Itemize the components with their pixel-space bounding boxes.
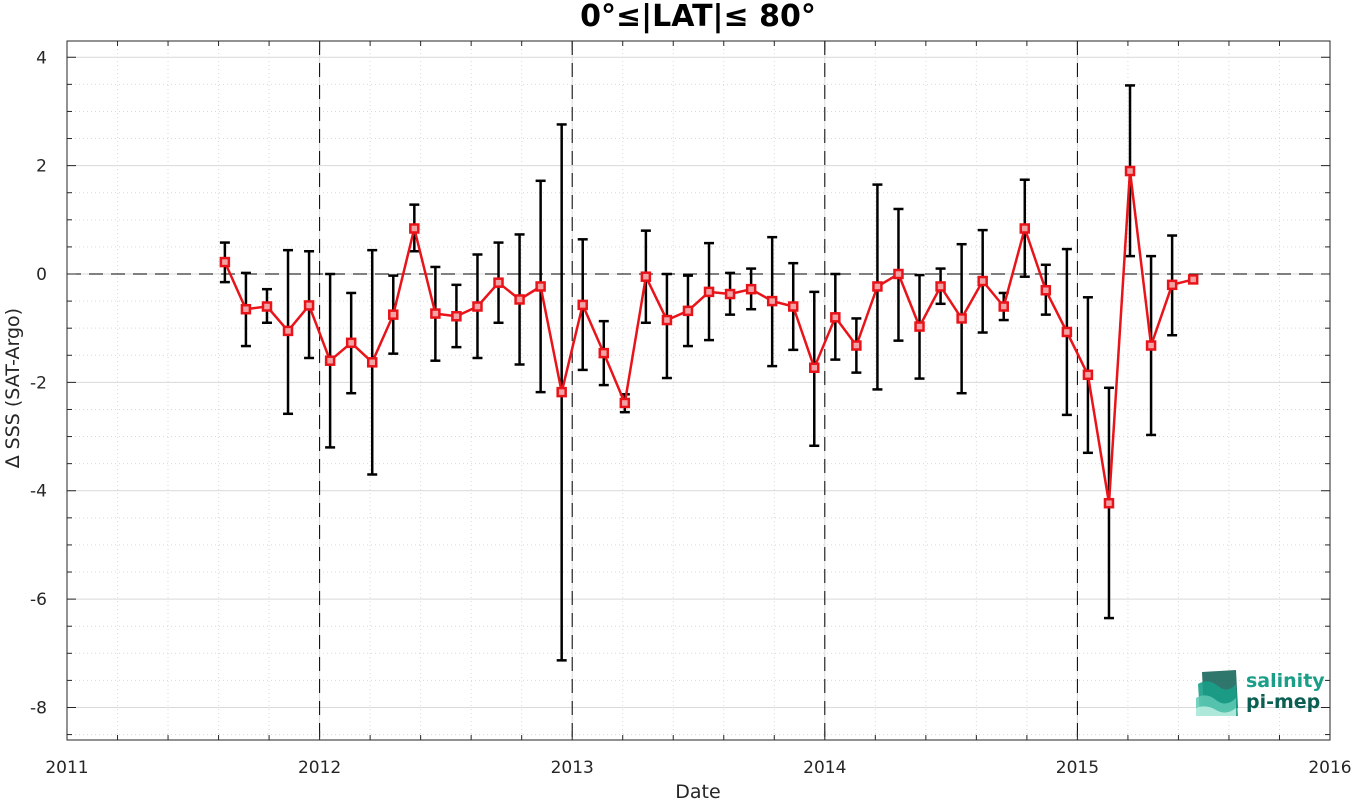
salinity-pi-mep-logo: salinity pi-mep: [1196, 670, 1325, 716]
data-point-marker: [661, 314, 673, 326]
axis-ticks: [66, 41, 1331, 740]
x-tick-label: 2016: [1308, 758, 1351, 778]
y-tick-label: -6: [30, 590, 47, 610]
y-tick-label: 0: [36, 265, 47, 285]
data-point-marker: [1103, 497, 1115, 509]
data-point-marker: [766, 295, 778, 307]
data-point-marker: [830, 312, 841, 323]
y-tick-label: 4: [36, 48, 47, 68]
y-tick-label: -8: [30, 698, 47, 718]
logo-text-pi-mep: pi-mep: [1246, 691, 1320, 713]
data-point-marker: [640, 271, 652, 282]
data-point-marker: [303, 300, 315, 311]
data-point-marker: [1082, 369, 1094, 381]
data-point-marker: [935, 281, 946, 292]
data-point-marker: [1166, 279, 1178, 291]
data-point-marker: [493, 277, 504, 288]
data-point-marker: [914, 321, 925, 332]
data-point-marker: [724, 288, 736, 300]
data-point-marker: [219, 256, 231, 268]
data-point-marker: [388, 309, 399, 320]
data-point-marker: [1145, 340, 1157, 351]
y-tick-label: -2: [30, 373, 47, 393]
data-point-marker: [809, 362, 820, 373]
data-point-marker: [851, 340, 862, 351]
data-point-marker: [745, 283, 757, 295]
y-tick-label: 2: [36, 157, 47, 177]
data-point-marker: [282, 325, 294, 337]
data-point-marker: [556, 386, 567, 398]
data-point-marker: [598, 347, 610, 359]
series-markers: [219, 165, 1199, 509]
tick-labels: 2011 2012 2013 2014 2015 2016 4 2 0 -2 -4 -6 -8: [30, 48, 1352, 778]
data-point-marker: [324, 355, 336, 366]
data-point-marker: [430, 308, 441, 319]
data-point-marker: [366, 357, 378, 368]
x-axis-label: Date: [675, 781, 720, 801]
x-tick-label: 2011: [45, 758, 88, 778]
logo-text-salinity: salinity: [1246, 670, 1325, 692]
data-point-marker: [619, 397, 631, 409]
x-tick-label: 2013: [551, 758, 594, 778]
data-point-marker: [1061, 326, 1073, 338]
data-point-marker: [345, 337, 357, 349]
x-tick-label: 2012: [298, 758, 341, 778]
y-axis-label: ∆ SSS (SAT-Argo): [2, 308, 24, 469]
x-tick-label: 2015: [1056, 758, 1099, 778]
data-point-marker: [977, 275, 988, 287]
data-point-marker: [1019, 223, 1031, 234]
data-point-marker: [787, 301, 799, 312]
data-point-marker: [535, 281, 546, 292]
data-point-marker: [998, 301, 1009, 312]
error-bars: [219, 84, 1178, 662]
plot-area-frame: [66, 40, 1331, 741]
data-point-marker: [682, 305, 694, 317]
grid: [66, 41, 1331, 740]
data-point-marker: [577, 299, 588, 311]
data-point-marker: [893, 268, 904, 280]
chart-title: 0°≤|LAT|≤ 80°: [580, 0, 816, 34]
data-point-marker: [240, 303, 252, 315]
reference-lines: [67, 41, 1330, 740]
y-tick-label: -4: [30, 482, 47, 502]
data-point-marker: [872, 281, 883, 292]
data-point-marker: [1124, 165, 1136, 177]
data-point-marker: [409, 223, 420, 234]
data-point-marker: [472, 301, 483, 312]
data-point-marker: [1040, 285, 1052, 296]
data-point-marker: [956, 313, 967, 324]
data-point-marker: [1187, 274, 1199, 285]
data-point-marker: [703, 286, 715, 298]
data-point-marker: [261, 301, 273, 312]
x-tick-label: 2014: [803, 758, 846, 778]
wave-logo-icon: [1196, 670, 1238, 716]
data-point-marker: [514, 294, 525, 305]
data-point-marker: [451, 311, 462, 322]
